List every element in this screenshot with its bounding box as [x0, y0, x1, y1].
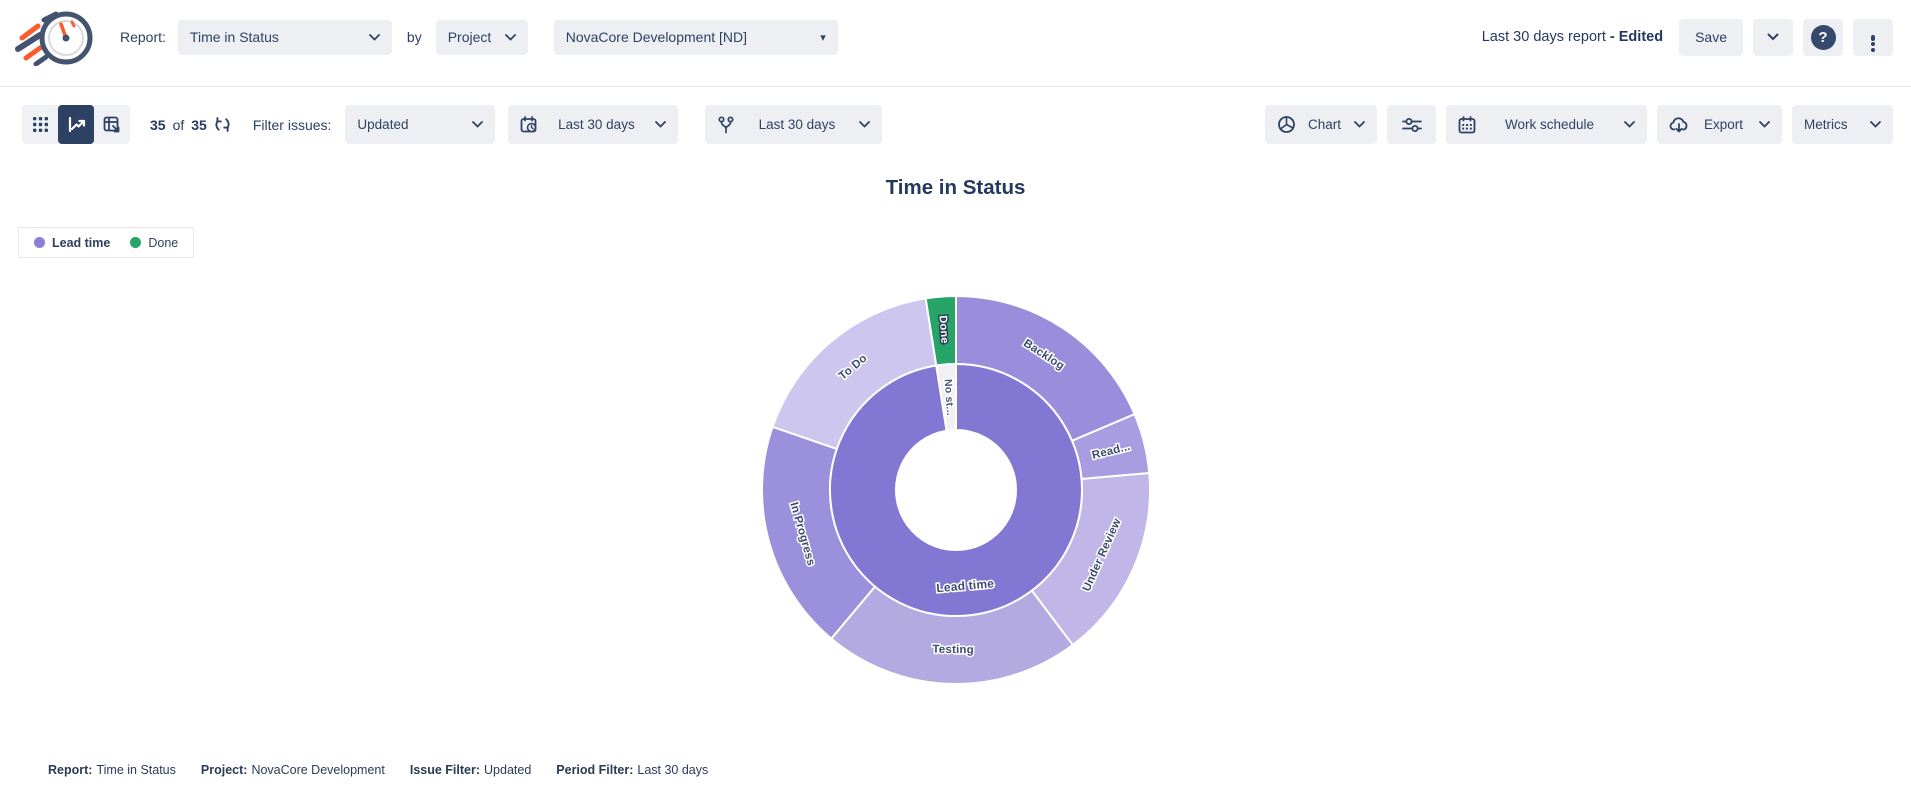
summary-period-filter-label: Period Filter: [556, 763, 634, 777]
project-dropdown[interactable]: NovaCore Development [ND] ▾ [553, 19, 838, 55]
report-name: Last 30 days report - Edited [1482, 29, 1663, 45]
sunburst-segment-no-st[interactable] [935, 363, 957, 432]
legend-item-done[interactable]: Done [130, 236, 178, 250]
app-logo-icon [15, 11, 93, 66]
chart-type-dropdown[interactable]: Chart [1265, 105, 1377, 144]
pivot-view-icon [103, 116, 120, 132]
sunburst-segment-lead-time[interactable] [829, 363, 1083, 617]
export-value: Export [1703, 117, 1744, 132]
issue-filter-dropdown[interactable]: Updated [345, 105, 496, 144]
chevron-down-icon [859, 121, 871, 128]
chevron-down-icon [504, 33, 516, 41]
chart-view-button[interactable] [58, 105, 94, 144]
period-filter-dropdown[interactable]: Last 30 days [508, 105, 679, 144]
issue-count-of: of [172, 116, 185, 133]
export-dropdown[interactable]: Export [1657, 105, 1782, 144]
branch-icon [718, 115, 734, 133]
toolbar-right: Chart [1265, 105, 1893, 144]
chevron-down-icon [369, 33, 380, 41]
filter-issues-label: Filter issues: [252, 116, 332, 133]
sprint-filter-dropdown[interactable]: Last 30 days [705, 105, 883, 144]
report-edited-badge: - Edited [1609, 29, 1664, 45]
legend-label-done: Done [148, 235, 179, 250]
issue-count-total: 35 [191, 116, 207, 133]
summary-issue-filter-label: Issue Filter: [409, 763, 481, 777]
header: Report: Time in Status by Project NovaCo… [0, 0, 1911, 87]
issue-filter-value: Updated [357, 117, 409, 132]
save-options-button[interactable] [1753, 18, 1793, 56]
grid-view-icon [32, 117, 48, 132]
summary-report-label: Report: [48, 763, 93, 777]
cloud-export-icon [1669, 117, 1688, 133]
save-button[interactable]: Save [1679, 18, 1743, 56]
pie-chart-icon [1278, 116, 1295, 133]
summary-period-filter: Period Filter: Last 30 days [556, 763, 708, 777]
sprint-filter-value: Last 30 days [758, 117, 836, 132]
summary-project: Project: NovaCore Development [201, 763, 385, 777]
view-switcher [22, 105, 130, 144]
calendar-clock-icon [521, 115, 537, 132]
chevron-down-icon [1759, 121, 1770, 128]
triangle-down-icon: ▾ [820, 31, 826, 44]
legend-dot-lead-time [34, 237, 45, 248]
chart-view-icon [68, 116, 85, 133]
report-label: Report: [120, 29, 166, 45]
summary-period-filter-value: Last 30 days [637, 763, 709, 777]
work-schedule-dropdown[interactable]: Work schedule [1446, 105, 1647, 144]
more-options-button[interactable] [1853, 18, 1893, 56]
metrics-dropdown[interactable]: Metrics [1792, 105, 1893, 144]
report-type-value: Time in Status [189, 29, 279, 45]
chevron-down-icon [472, 121, 484, 128]
summary-project-value: NovaCore Development [251, 763, 385, 777]
grid-view-button[interactable] [22, 105, 58, 144]
group-by-value: Project [447, 29, 492, 45]
period-filter-value: Last 30 days [558, 117, 635, 132]
report-name-text: Last 30 days report [1481, 29, 1606, 45]
issue-count: 35 of 35 [150, 116, 231, 133]
chevron-down-icon [655, 121, 667, 128]
legend-dot-done [130, 237, 142, 248]
chevron-down-icon [1870, 121, 1881, 128]
legend-label-lead-time: Lead time [52, 235, 111, 250]
issue-count-current: 35 [150, 116, 166, 133]
chevron-down-icon [1354, 121, 1365, 128]
calendar-icon [1458, 115, 1476, 133]
chart-legend: Lead time Done [18, 227, 195, 258]
chart-type-value: Chart [1307, 117, 1341, 132]
pivot-view-button[interactable] [94, 105, 130, 144]
group-by-dropdown[interactable]: Project [435, 19, 528, 55]
summary-issue-filter: Issue Filter: Updated [410, 763, 531, 777]
report-type-dropdown[interactable]: Time in Status [177, 19, 392, 55]
project-value: NovaCore Development [ND] [565, 29, 748, 45]
summary-issue-filter-value: Updated [484, 763, 532, 777]
summary-project-label: Project: [200, 763, 248, 777]
summary-report-value: Time in Status [96, 763, 176, 777]
chart-settings-button[interactable] [1387, 105, 1436, 144]
summary-report: Report: Time in Status [48, 763, 176, 777]
chart-title: Time in Status [885, 176, 1026, 199]
help-button[interactable]: ? [1803, 18, 1843, 56]
sliders-icon [1401, 117, 1422, 132]
toolbar: 35 of 35 Filter issues: Updated L [22, 105, 1893, 144]
kebab-icon [1871, 35, 1875, 52]
refresh-icon[interactable] [214, 116, 231, 133]
help-icon: ? [1810, 24, 1836, 50]
legend-item-lead-time[interactable]: Lead time [34, 236, 110, 250]
by-label: by [406, 29, 422, 45]
metrics-value: Metrics [1804, 117, 1848, 132]
chevron-down-icon [1767, 33, 1779, 41]
work-schedule-value: Work schedule [1504, 117, 1595, 132]
chevron-down-icon [1624, 121, 1635, 128]
report-summary-footer: Report: Time in Status Project: NovaCore D… [48, 763, 708, 777]
